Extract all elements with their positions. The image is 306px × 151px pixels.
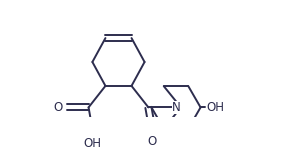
Text: OH: OH bbox=[207, 101, 225, 114]
Text: O: O bbox=[147, 135, 157, 148]
Text: OH: OH bbox=[84, 137, 101, 149]
Text: O: O bbox=[53, 101, 62, 114]
Text: N: N bbox=[172, 101, 181, 114]
